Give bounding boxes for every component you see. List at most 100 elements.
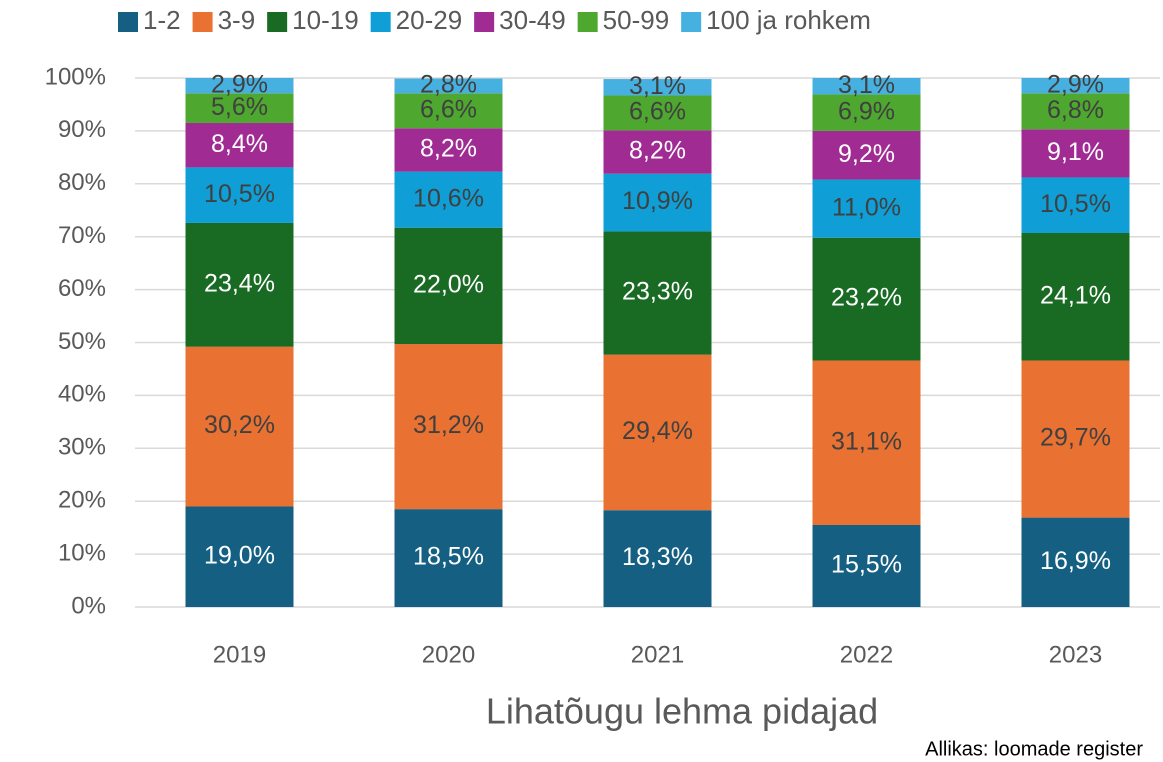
legend-label: 30-49 — [499, 5, 566, 35]
bar-segment — [603, 173, 712, 232]
y-tick-label: 90% — [58, 116, 106, 143]
y-tick-label: 50% — [58, 328, 106, 355]
bar-segment — [394, 344, 503, 510]
data-label: 8,4% — [211, 130, 268, 158]
bar-segment — [1021, 232, 1130, 361]
bar-segment — [394, 227, 503, 345]
bar-segment — [185, 78, 294, 94]
legend-label: 10-19 — [292, 5, 359, 35]
bar-segment — [185, 346, 294, 507]
data-label: 6,6% — [629, 98, 686, 126]
x-tick-label: 2023 — [1049, 641, 1102, 668]
legend-swatch — [681, 12, 702, 32]
y-tick-label: 30% — [58, 434, 106, 461]
y-tick-label: 20% — [58, 487, 106, 514]
y-tick-label: 100% — [45, 63, 106, 90]
legend-swatch — [370, 12, 391, 32]
data-label: 23,3% — [622, 278, 693, 306]
bar-segment — [185, 93, 294, 123]
data-label: 30,2% — [204, 411, 275, 439]
x-tick-label: 2021 — [631, 641, 684, 668]
data-label: 10,6% — [413, 184, 484, 212]
bar-segment — [812, 525, 921, 607]
data-label: 5,6% — [211, 93, 268, 121]
data-label: 3,1% — [629, 72, 686, 100]
data-label: 15,5% — [831, 551, 902, 579]
x-tick-label: 2022 — [840, 641, 893, 668]
x-axis-title: Lihatõugu lehma pidajad — [486, 691, 878, 732]
bar-segment — [1021, 129, 1130, 178]
bar-segment — [812, 94, 921, 131]
data-label: 6,6% — [420, 95, 477, 123]
data-label: 22,0% — [413, 271, 484, 299]
data-label: 6,9% — [838, 97, 895, 125]
data-label: 18,3% — [622, 543, 693, 571]
bar-segment — [812, 78, 921, 95]
legend-label: 100 ja rohkem — [706, 5, 871, 35]
data-label: 8,2% — [420, 135, 477, 163]
bar-segment — [394, 128, 503, 172]
bar-segment — [394, 171, 503, 228]
bar-segment — [603, 95, 712, 131]
data-label: 2,8% — [420, 71, 477, 99]
data-label: 6,8% — [1047, 96, 1104, 124]
data-label: 29,7% — [1040, 424, 1111, 452]
y-tick-label: 0% — [71, 592, 106, 619]
data-label: 31,1% — [831, 427, 902, 455]
legend-swatch — [577, 12, 598, 32]
y-tick-label: 70% — [58, 222, 106, 249]
y-tick-label: 40% — [58, 381, 106, 408]
data-label: 31,2% — [413, 411, 484, 439]
data-label: 11,0% — [832, 193, 901, 221]
data-label: 2,9% — [1047, 70, 1104, 98]
bar-segment — [185, 122, 294, 168]
bar-segment — [394, 509, 503, 607]
bar-segment — [185, 222, 294, 347]
legend-label: 3-9 — [218, 5, 256, 35]
bar-segment — [603, 79, 712, 96]
bar-segment — [603, 231, 712, 355]
bar-segment — [185, 506, 294, 607]
data-label: 8,2% — [629, 137, 686, 165]
bar-segment — [603, 130, 712, 174]
bar-segment — [1021, 517, 1130, 607]
data-label: 3,1% — [838, 71, 895, 99]
bar-segment — [1021, 360, 1130, 518]
data-label: 10,5% — [1040, 190, 1111, 218]
bar-segment — [185, 167, 294, 223]
legend-label: 50-99 — [603, 5, 670, 35]
x-tick-label: 2020 — [422, 641, 475, 668]
data-label: 19,0% — [204, 541, 275, 569]
bar-segment — [812, 237, 921, 361]
bar-segment — [394, 93, 503, 129]
legend-label: 20-29 — [396, 5, 463, 35]
bar-segment — [812, 360, 921, 526]
bar-segment — [812, 179, 921, 238]
data-label: 16,9% — [1040, 547, 1111, 575]
bar-segment — [603, 510, 712, 607]
data-label: 10,9% — [622, 187, 693, 215]
data-label: 24,1% — [1040, 281, 1111, 309]
legend-label: 1-2 — [143, 5, 181, 35]
bar-segment — [812, 130, 921, 180]
data-label: 10,5% — [204, 180, 275, 208]
legend-swatch — [267, 12, 288, 32]
data-label: 23,4% — [204, 269, 275, 297]
data-label: 9,1% — [1047, 138, 1104, 166]
bar-segment — [1021, 78, 1130, 94]
y-tick-label: 60% — [58, 275, 106, 302]
data-label: 18,5% — [413, 543, 484, 571]
x-tick-label: 2019 — [213, 641, 266, 668]
source-note: Allikas: loomade register — [925, 738, 1143, 760]
data-label: 9,2% — [838, 140, 895, 168]
y-tick-label: 80% — [58, 169, 106, 196]
bar-segment — [394, 78, 503, 94]
legend-swatch — [192, 12, 213, 32]
data-label: 23,2% — [831, 284, 902, 312]
bar-segment — [1021, 177, 1130, 233]
y-tick-label: 10% — [58, 539, 106, 566]
data-label: 29,4% — [622, 417, 693, 445]
bar-segment — [1021, 93, 1130, 130]
data-label: 2,9% — [211, 70, 268, 98]
